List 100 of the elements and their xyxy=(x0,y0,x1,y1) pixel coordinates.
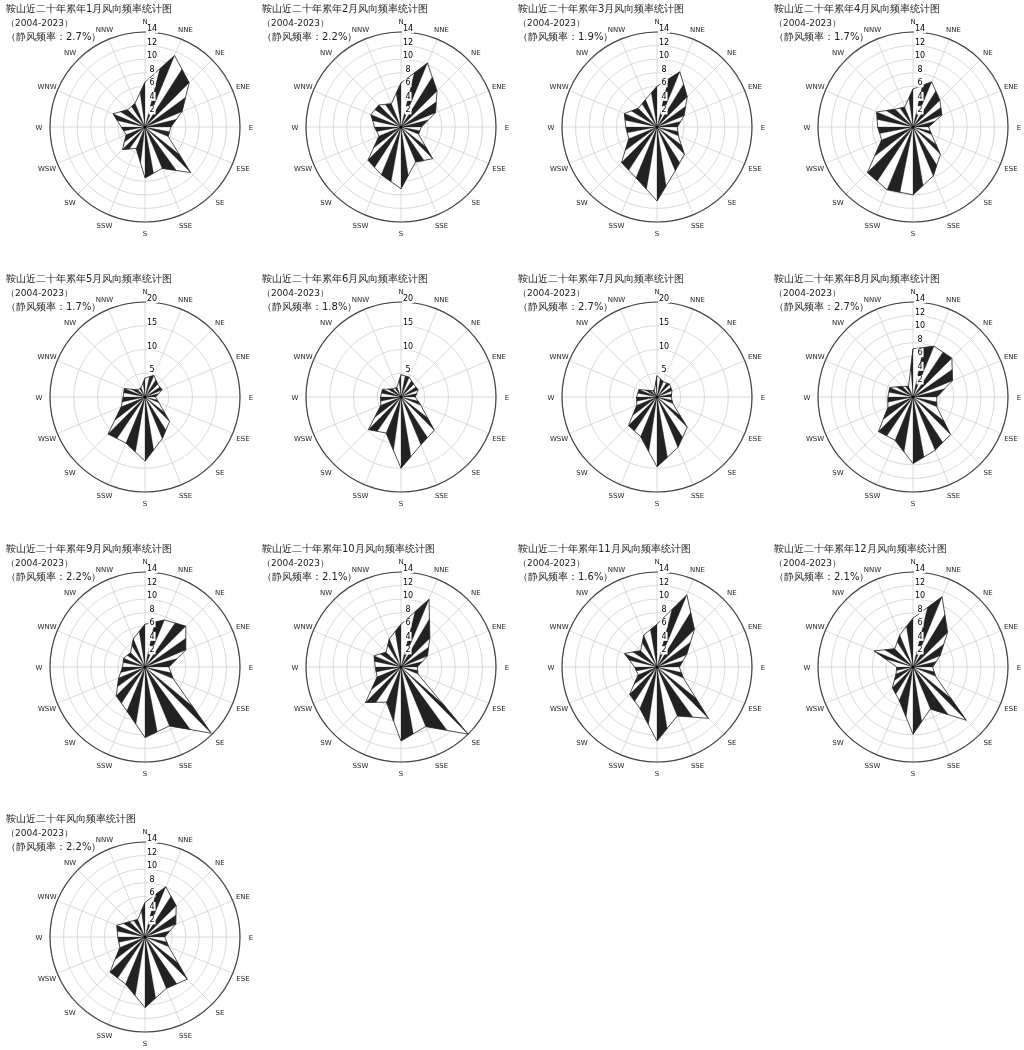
annotation: （静风频率：1.7%） xyxy=(6,301,102,312)
tick-label: 6 xyxy=(149,618,155,628)
tick-label: 12 xyxy=(914,307,926,317)
title: 鞍山近二十年累年9月风向频率统计图 xyxy=(6,543,173,554)
title: 鞍山近二十年累年7月风向频率统计图 xyxy=(518,273,685,284)
tick-label: 12 xyxy=(402,37,414,47)
tick-label: 4 xyxy=(917,91,923,101)
tick-label: 4 xyxy=(149,901,155,911)
annotation: （静风频率：1.6%） xyxy=(518,571,614,582)
tick-label: 6 xyxy=(917,78,923,88)
title: 鞍山近二十年风向频率统计图 xyxy=(6,813,136,824)
tick-label: 10 xyxy=(914,591,926,601)
tick-label: 14 xyxy=(402,24,414,33)
tick-label: 12 xyxy=(914,37,926,47)
tick-label: 15 xyxy=(658,317,670,327)
tick-label: 2 xyxy=(661,645,667,655)
tick-label: 4 xyxy=(917,631,923,641)
tick-label: 6 xyxy=(149,78,155,88)
tick-label: 14 xyxy=(914,294,926,303)
annotation: （静风频率：2.7%） xyxy=(6,31,102,42)
tick-label: 4 xyxy=(917,361,923,371)
subtitle: （2004-2023） xyxy=(518,288,586,298)
annotation: （静风频率：2.2%） xyxy=(6,571,102,582)
tick-label: 15 xyxy=(146,317,158,327)
tick-label: 4 xyxy=(405,631,411,641)
tick-label: 6 xyxy=(661,78,667,88)
annotation: （静风频率：2.1%） xyxy=(262,571,358,582)
tick-label: 6 xyxy=(405,618,411,628)
tick-label: 8 xyxy=(149,604,155,614)
annotation: （静风频率：2.7%） xyxy=(774,301,870,312)
subtitle: （2004-2023） xyxy=(262,558,330,568)
tick-label: 2 xyxy=(661,105,667,115)
title: 鞍山近二十年累年11月风向频率统计图 xyxy=(518,543,691,554)
tick-label: 6 xyxy=(149,888,155,898)
tick-label: 2 xyxy=(917,375,923,385)
tick-label: 8 xyxy=(149,874,155,884)
tick-label: 4 xyxy=(149,91,155,101)
subtitle: （2004-2023） xyxy=(6,288,74,298)
tick-label: 10 xyxy=(402,51,414,61)
tick-label: 8 xyxy=(661,64,667,74)
tick-label: 14 xyxy=(658,564,670,573)
tick-label: 10 xyxy=(658,51,670,61)
tick-label: 12 xyxy=(146,37,158,47)
tick-label: 14 xyxy=(146,564,158,573)
annotation: （静风频率：1.7%） xyxy=(774,31,870,42)
tick-label: 12 xyxy=(658,577,670,587)
tick-label: 10 xyxy=(658,341,670,351)
tick-label: 15 xyxy=(402,317,414,327)
tick-label: 20 xyxy=(146,294,158,303)
subtitle: （2004-2023） xyxy=(518,558,586,568)
tick-label: 10 xyxy=(146,861,158,871)
title: 鞍山近二十年累年3月风向频率统计图 xyxy=(518,3,685,14)
title: 鞍山近二十年累年6月风向频率统计图 xyxy=(262,273,429,284)
tick-label: 8 xyxy=(917,64,923,74)
annotation: （静风频率：2.7%） xyxy=(518,301,614,312)
subtitle: （2004-2023） xyxy=(262,18,330,28)
tick-label: 2 xyxy=(917,105,923,115)
tick-label: 10 xyxy=(914,321,926,331)
annotation: （静风频率：1.8%） xyxy=(262,301,358,312)
subtitle: （2004-2023） xyxy=(6,18,74,28)
title: 鞍山近二十年累年5月风向频率统计图 xyxy=(6,273,173,284)
tick-label: 5 xyxy=(405,365,411,375)
title: 鞍山近二十年累年1月风向频率统计图 xyxy=(6,3,173,14)
title: 鞍山近二十年累年8月风向频率统计图 xyxy=(774,273,941,284)
subtitle: （2004-2023） xyxy=(774,558,842,568)
tick-label: 6 xyxy=(917,348,923,358)
subtitle: （2004-2023） xyxy=(262,288,330,298)
subtitle: （2004-2023） xyxy=(774,288,842,298)
tick-label: 14 xyxy=(146,24,158,33)
annotation: （静风频率：1.9%） xyxy=(518,31,614,42)
tick-label: 2 xyxy=(149,645,155,655)
tick-label: 5 xyxy=(149,365,155,375)
tick-label: 10 xyxy=(402,341,414,351)
tick-label: 14 xyxy=(914,24,926,33)
tick-label: 6 xyxy=(917,618,923,628)
annotation: （静风频率：2.1%） xyxy=(774,571,870,582)
tick-label: 12 xyxy=(146,577,158,587)
tick-label: 12 xyxy=(914,577,926,587)
tick-label: 8 xyxy=(405,604,411,614)
tick-label: 10 xyxy=(146,341,158,351)
tick-label: 10 xyxy=(146,51,158,61)
tick-label: 8 xyxy=(405,64,411,74)
tick-label: 14 xyxy=(914,564,926,573)
title: 鞍山近二十年累年12月风向频率统计图 xyxy=(774,543,947,554)
title: 鞍山近二十年累年4月风向频率统计图 xyxy=(774,3,941,14)
tick-label: 5 xyxy=(661,365,667,375)
annotation: （静风频率：2.2%） xyxy=(262,31,358,42)
tick-label: 12 xyxy=(402,577,414,587)
tick-label: 20 xyxy=(402,294,414,303)
tick-label: 10 xyxy=(402,591,414,601)
tick-label: 8 xyxy=(661,604,667,614)
tick-label: 2 xyxy=(405,105,411,115)
tick-label: 10 xyxy=(146,591,158,601)
tick-label: 12 xyxy=(146,847,158,857)
subtitle: （2004-2023） xyxy=(6,558,74,568)
tick-label: 8 xyxy=(917,604,923,614)
title: 鞍山近二十年累年2月风向频率统计图 xyxy=(262,3,429,14)
tick-label: 14 xyxy=(402,564,414,573)
subtitle: （2004-2023） xyxy=(774,18,842,28)
tick-label: 10 xyxy=(914,51,926,61)
